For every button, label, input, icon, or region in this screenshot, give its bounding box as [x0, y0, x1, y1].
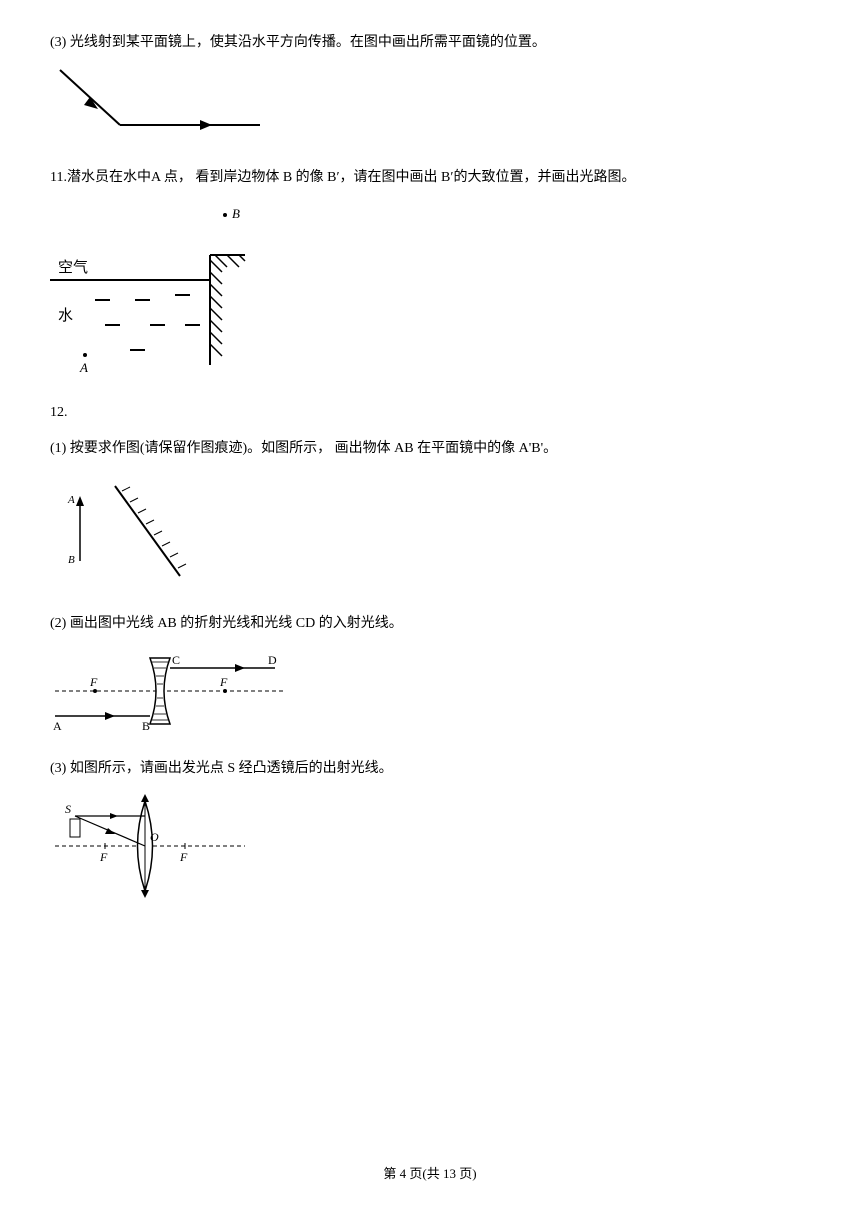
q12-2-F2: F: [219, 675, 228, 689]
footer-total: 13: [443, 1166, 456, 1181]
footer-prefix: 第: [383, 1166, 399, 1181]
q12-1-text: (1) 按要求作图(请保留作图痕迹)。如图所示， 画出物体 AB 在平面镜中的像…: [50, 436, 810, 461]
q12-3-S: S: [65, 802, 71, 816]
label-water: 水: [58, 307, 73, 324]
label-A: A: [79, 360, 88, 375]
q11-text: 11.潜水员在水中A 点， 看到岸边物体 B 的像 B′，请在图中画出 B′的大…: [50, 165, 810, 190]
q12-2-B: B: [142, 719, 150, 733]
q12-3-F2: F: [179, 850, 188, 864]
q12-2-C: C: [172, 653, 180, 667]
q12-2-F1: F: [89, 675, 98, 689]
label-B: B: [232, 206, 240, 221]
q12-2-figure: F F A B C D: [50, 646, 810, 736]
q11-figure: B 空气 水: [50, 200, 810, 380]
q12-3-text: (3) 如图所示，请画出发光点 S 经凸透镜后的出射光线。: [50, 756, 810, 781]
q12-3-F1: F: [99, 850, 108, 864]
q12-1-label-A: A: [67, 494, 75, 506]
page-footer: 第 4 页(共 13 页): [0, 1162, 860, 1185]
q12-2-A: A: [53, 719, 62, 733]
q12-number: 12.: [50, 400, 810, 425]
q10-3-text: (3) 光线射到某平面镜上，使其沿水平方向传播。在图中画出所需平面镜的位置。: [50, 30, 810, 55]
q12-1-label-B: B: [68, 554, 75, 566]
q10-3-figure: [50, 65, 810, 145]
footer-middle: 页(共: [406, 1166, 443, 1181]
q12-2-text: (2) 画出图中光线 AB 的折射光线和光线 CD 的入射光线。: [50, 611, 810, 636]
q12-3-O: O: [150, 830, 159, 844]
footer-suffix: 页): [456, 1166, 477, 1181]
q12-1-figure: A B: [50, 471, 810, 591]
label-air: 空气: [58, 259, 88, 276]
q12-2-D: D: [268, 653, 277, 667]
q12-3-figure: O F F S: [50, 791, 810, 901]
